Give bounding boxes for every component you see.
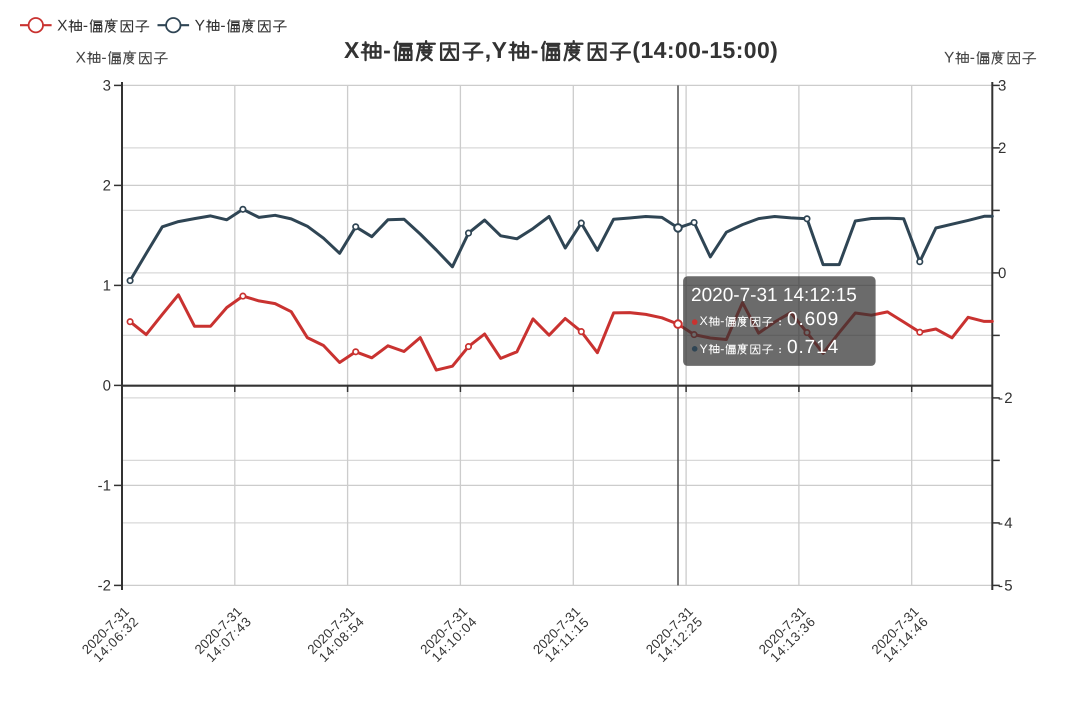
svg-text:3: 3 [103, 78, 111, 95]
svg-text:Y: Y [195, 18, 205, 35]
svg-text:X: X [700, 314, 708, 328]
svg-text:-5: -5 [998, 578, 1014, 595]
svg-text:-2: -2 [998, 390, 1014, 407]
svg-text:-: - [720, 342, 724, 356]
svg-text:1: 1 [103, 278, 111, 295]
svg-text:X: X [57, 18, 68, 35]
svg-text:0: 0 [998, 265, 1008, 282]
svg-text:-: - [383, 37, 391, 63]
svg-text:3: 3 [998, 78, 1008, 95]
svg-text:-: - [101, 50, 106, 67]
svg-text:2020-7-31 14:12:15: 2020-7-31 14:12:15 [691, 285, 857, 306]
svg-text:2: 2 [998, 140, 1008, 157]
svg-text:-2: -2 [98, 578, 111, 595]
svg-text:X: X [344, 37, 360, 63]
svg-text:,Y: ,Y [485, 37, 508, 63]
svg-text:0.714: 0.714 [787, 337, 839, 358]
svg-text:Y: Y [700, 342, 708, 356]
svg-text:-: - [970, 50, 975, 67]
svg-text:Y: Y [944, 50, 954, 67]
svg-text:0: 0 [103, 378, 111, 395]
svg-text:0.609: 0.609 [787, 309, 839, 330]
svg-text:-4: -4 [998, 515, 1014, 532]
svg-text:-: - [531, 37, 539, 63]
svg-text:-1: -1 [98, 478, 111, 495]
svg-text:-: - [220, 18, 225, 35]
svg-text:2: 2 [103, 178, 111, 195]
svg-text:(14:00-15:00): (14:00-15:00) [632, 37, 778, 63]
svg-text:-: - [720, 314, 724, 328]
svg-text:-: - [83, 18, 88, 35]
svg-text:X: X [76, 50, 87, 67]
